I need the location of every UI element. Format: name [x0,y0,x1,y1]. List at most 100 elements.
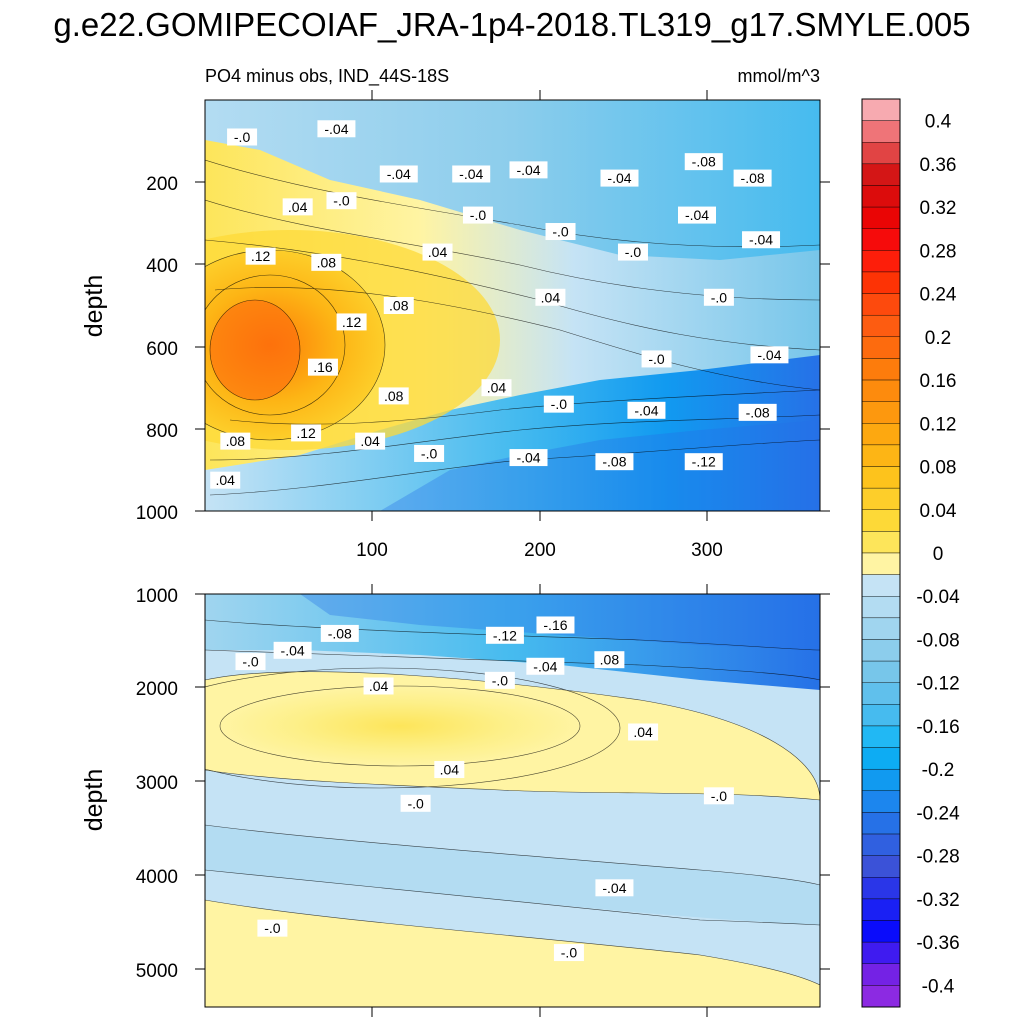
contour-label-box [684,153,723,171]
contour-label-text: -.04 [685,207,709,223]
colorbar-cell [861,185,901,208]
contour-label-box [553,944,584,962]
contour-label: -.16 [536,616,575,634]
contour-label: .04 [628,723,659,741]
colorbar-cell [861,704,901,727]
contour-label-text: -.0 [551,396,568,412]
colorbar-tick-label: -0.28 [916,847,959,868]
lower-ytick-label: 2000 [136,679,178,700]
contour-label-text: -.0 [711,788,728,804]
colorbar-tick-label: -0.4 [922,976,955,997]
contour-label-text: -.0 [625,244,642,260]
colorbar-tick-label: 0.24 [920,285,957,306]
contour-label: -.04 [317,120,356,138]
contour-label-box [738,403,777,421]
contour-label-text: -.0 [552,224,569,240]
contour-label-text: .04 [440,762,460,778]
figure-title: g.e22.GOMIPECOIAF_JRA-1p4-2018.TL319_g17… [53,6,971,43]
colorbar-cell [861,682,901,705]
contour-label: .04 [210,471,241,489]
contour-label: .04 [422,243,453,261]
contour-label-box [526,657,565,675]
contour-label-text: .08 [389,298,409,314]
contour-label: .08 [220,432,251,450]
contour-label: -.0 [553,944,584,962]
contour-label-text: -.04 [757,347,781,363]
contour-label-text: -.04 [516,162,540,178]
contour-label-text: .08 [226,433,246,449]
contour-label-text: .12 [251,248,271,264]
upper-ytick-label: 200 [146,174,178,195]
contour-label: -.08 [320,624,359,642]
contour-label: .08 [311,253,342,271]
contour-label-text: -.0 [407,795,424,811]
contour-label-text: .12 [342,314,362,330]
contour-label: -.08 [684,153,723,171]
contour-label: .04 [434,761,465,779]
contour-label: -.04 [678,206,716,224]
contour-label-text: -.08 [328,625,352,641]
contour-label-box [326,192,357,210]
colorbar-cell [861,271,901,294]
contour-label-box [641,350,672,368]
contour-label-box [452,165,491,183]
contour-label-text: .08 [600,652,620,668]
colorbar-tick-label: 0.32 [920,198,957,219]
contour-label: .04 [363,677,394,695]
contour-label: -.04 [452,165,491,183]
contour-label-text: .04 [369,678,389,694]
contour-label: -.08 [733,169,772,187]
contour-label: -.0 [484,671,515,689]
colorbar-tick-label: 0.36 [920,155,957,176]
upper-xtick-label: 200 [524,540,556,561]
contour-label: -.0 [400,794,431,812]
contour-label-text: -.08 [602,454,626,470]
colorbar-cell [861,963,901,986]
colorbar-cell [861,531,901,554]
colorbar-cell [861,423,901,446]
contour-label-text: -.08 [741,170,765,186]
colorbar-cell [861,790,901,813]
contour-label-box [257,919,288,937]
lower-contour-labels: -.08 -.04 -.0 -.12 -.16 -.04 .08 -.0 .04 .04 .04 -.… [235,616,734,962]
contour-label-box [742,231,781,249]
contour-label: -.0 [617,243,648,261]
contour-label-box [509,449,548,467]
colorbar-cell [861,228,901,251]
contour-label-text: .12 [296,425,316,441]
contour-label-box [535,288,566,306]
contour-label-box [414,444,445,462]
colorbar-cell [861,747,901,770]
contour-label-box [311,253,342,271]
contour-label-text: -.08 [746,404,770,420]
contour-label-box [462,206,493,224]
upper-y-axis-label: depth [80,275,108,338]
contour-label-box [227,128,258,146]
colorbar-tick-label: 0.28 [920,241,957,262]
colorbar-tick-label: -0.2 [922,760,955,781]
contour-label-text: -.04 [634,402,658,418]
contour-label-text: -.0 [561,945,578,961]
colorbar-cell [861,98,901,121]
contour-label: -.0 [545,223,576,241]
colorbar-cell [861,855,901,878]
colorbar-cell [861,660,901,683]
upper-xtick-label: 100 [356,540,388,561]
contour-label: -.04 [273,641,312,659]
colorbar-cell [861,941,901,964]
contour-label-box [703,288,734,306]
colorbar-tick-label: -0.24 [916,803,960,824]
lower-ytick-label: 1000 [136,586,178,607]
colorbar-tick-label: -0.04 [916,587,960,608]
colorbar-tick-label: -0.16 [916,717,959,738]
contour-label-text: .04 [288,199,308,215]
contour-label: -.04 [750,346,789,364]
colorbar-tick-label: 0 [933,544,944,565]
contour-label: .12 [336,313,367,331]
left-string: PO4 minus obs, IND_44S-18S [205,66,449,87]
contour-label: -.0 [257,919,288,937]
contour-label-box [594,651,625,669]
upper-ytick-label: 1000 [136,503,178,524]
contour-label-box [210,471,241,489]
